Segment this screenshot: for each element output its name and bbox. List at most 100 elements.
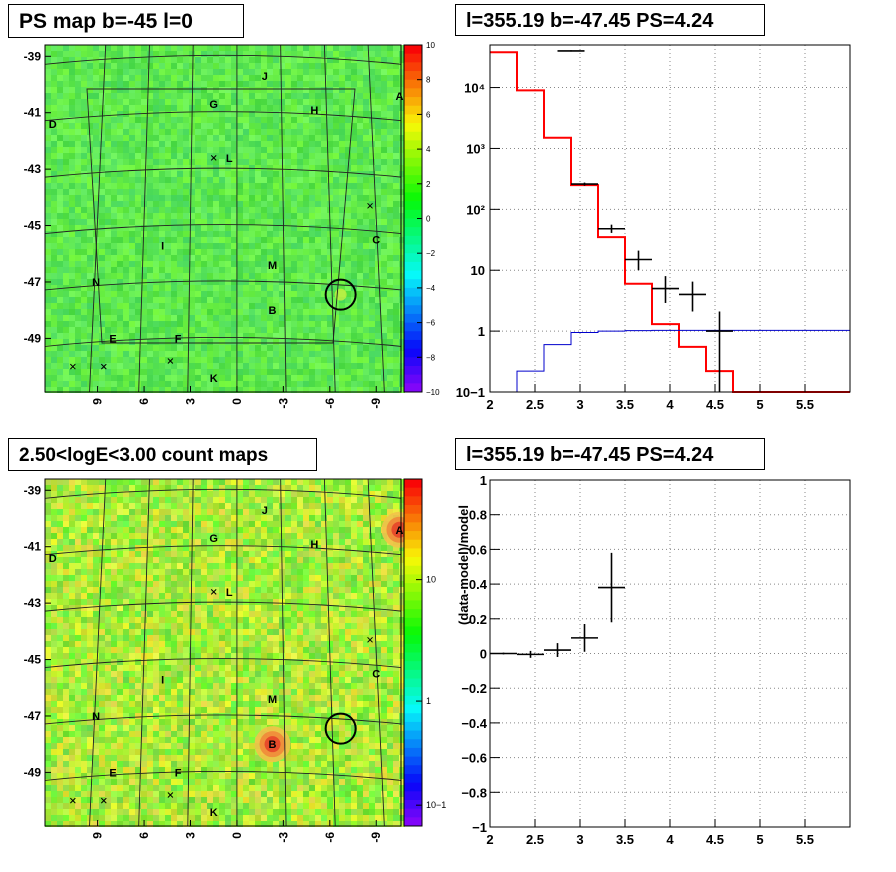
map-pixel bbox=[75, 569, 81, 575]
map-pixel bbox=[189, 587, 195, 593]
map-pixel bbox=[315, 201, 321, 207]
map-pixel bbox=[363, 93, 369, 99]
map-pixel bbox=[195, 291, 201, 297]
map-pixel bbox=[177, 479, 183, 485]
map-pixel bbox=[201, 611, 207, 617]
map-pixel bbox=[225, 255, 231, 261]
map-pixel bbox=[153, 195, 159, 201]
colorbar-swatch bbox=[404, 305, 422, 315]
map-pixel bbox=[279, 75, 285, 81]
map-pixel bbox=[399, 303, 405, 309]
map-pixel bbox=[255, 111, 261, 117]
map-pixel bbox=[69, 45, 75, 51]
colorbar-swatch bbox=[404, 123, 422, 133]
map-pixel bbox=[69, 369, 75, 375]
map-pixel bbox=[255, 599, 261, 605]
map-pixel bbox=[273, 243, 279, 249]
map-pixel bbox=[387, 189, 393, 195]
map-pixel bbox=[171, 521, 177, 527]
map-pixel bbox=[111, 533, 117, 539]
map-pixel bbox=[213, 93, 219, 99]
map-pixel bbox=[321, 321, 327, 327]
map-pixel bbox=[297, 213, 303, 219]
map-pixel bbox=[213, 51, 219, 57]
map-pixel bbox=[69, 485, 75, 491]
map-pixel bbox=[297, 105, 303, 111]
map-pixel bbox=[123, 255, 129, 261]
map-pixel bbox=[129, 351, 135, 357]
map-pixel bbox=[81, 195, 87, 201]
map-pixel bbox=[159, 533, 165, 539]
map-pixel bbox=[153, 587, 159, 593]
map-pixel bbox=[207, 321, 213, 327]
map-pixel bbox=[357, 219, 363, 225]
map-pixel bbox=[111, 363, 117, 369]
map-pixel bbox=[243, 545, 249, 551]
map-pixel bbox=[81, 213, 87, 219]
map-pixel bbox=[399, 213, 405, 219]
map-pixel bbox=[393, 93, 399, 99]
map-pixel bbox=[147, 593, 153, 599]
map-pixel bbox=[87, 147, 93, 153]
map-pixel bbox=[93, 345, 99, 351]
map-pixel bbox=[141, 509, 147, 515]
map-pixel bbox=[297, 521, 303, 527]
map-pixel bbox=[243, 69, 249, 75]
colorbar-swatch bbox=[404, 105, 422, 115]
map-pixel bbox=[345, 485, 351, 491]
map-pixel bbox=[369, 521, 375, 527]
map-pixel bbox=[135, 557, 141, 563]
map-pixel bbox=[63, 87, 69, 93]
map-pixel bbox=[93, 105, 99, 111]
map-pixel bbox=[75, 189, 81, 195]
map-pixel bbox=[285, 189, 291, 195]
map-pixel bbox=[165, 195, 171, 201]
map-pixel bbox=[267, 327, 273, 333]
map-pixel bbox=[261, 587, 267, 593]
map-pixel bbox=[147, 261, 153, 267]
map-pixel bbox=[63, 153, 69, 159]
map-pixel bbox=[87, 183, 93, 189]
map-pixel bbox=[297, 111, 303, 117]
map-pixel bbox=[297, 135, 303, 141]
map-pixel bbox=[357, 189, 363, 195]
map-pixel bbox=[267, 333, 273, 339]
map-pixel bbox=[399, 587, 405, 593]
map-pixel bbox=[99, 57, 105, 63]
map-pixel bbox=[267, 497, 273, 503]
map-pixel bbox=[399, 575, 405, 581]
map-pixel bbox=[57, 491, 63, 497]
map-pixel bbox=[81, 339, 87, 345]
map-pixel bbox=[171, 503, 177, 509]
map-pixel bbox=[315, 63, 321, 69]
colorbar-swatch bbox=[404, 339, 422, 350]
map-pixel bbox=[75, 381, 81, 387]
map-pixel bbox=[333, 99, 339, 105]
map-pixel bbox=[63, 273, 69, 279]
map-pixel bbox=[303, 515, 309, 521]
map-pixel bbox=[129, 69, 135, 75]
map-pixel bbox=[345, 497, 351, 503]
map-pixel bbox=[75, 327, 81, 333]
map-pixel bbox=[99, 105, 105, 111]
map-pixel bbox=[135, 485, 141, 491]
map-pixel bbox=[237, 213, 243, 219]
map-pixel bbox=[69, 159, 75, 165]
map-pixel bbox=[273, 569, 279, 575]
map-pixel bbox=[273, 297, 279, 303]
map-pixel bbox=[321, 357, 327, 363]
map-pixel bbox=[201, 261, 207, 267]
map-pixel bbox=[375, 93, 381, 99]
map-pixel bbox=[93, 165, 99, 171]
map-pixel bbox=[363, 387, 369, 393]
map-pixel bbox=[273, 509, 279, 515]
map-pixel bbox=[171, 93, 177, 99]
map-pixel bbox=[51, 357, 57, 363]
map-pixel bbox=[81, 587, 87, 593]
map-pixel bbox=[273, 159, 279, 165]
source-cross bbox=[367, 202, 373, 209]
map-pixel bbox=[93, 213, 99, 219]
map-pixel bbox=[237, 57, 243, 63]
map-pixel bbox=[261, 135, 267, 141]
map-pixel bbox=[303, 225, 309, 231]
